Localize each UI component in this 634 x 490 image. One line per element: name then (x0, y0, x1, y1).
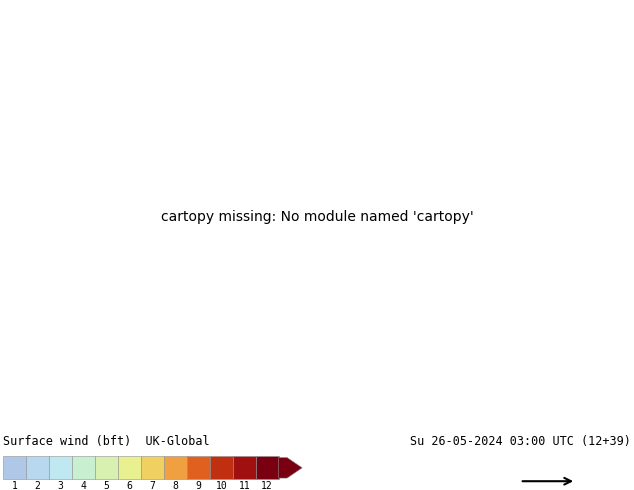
Bar (141, 456, 164, 479)
Text: 7: 7 (150, 481, 155, 490)
Text: 9: 9 (195, 481, 201, 490)
Bar (256, 456, 279, 479)
Bar (118, 456, 141, 479)
Bar (26, 456, 49, 479)
Bar (164, 456, 187, 479)
Bar (95, 456, 118, 479)
Text: cartopy missing: No module named 'cartopy': cartopy missing: No module named 'cartop… (160, 210, 474, 224)
FancyArrow shape (279, 458, 302, 478)
Text: Su 26-05-2024 03:00 UTC (12+39): Su 26-05-2024 03:00 UTC (12+39) (410, 435, 631, 448)
Text: 12: 12 (261, 481, 273, 490)
Text: 10: 10 (216, 481, 227, 490)
Text: 5: 5 (103, 481, 110, 490)
Text: 11: 11 (238, 481, 250, 490)
Text: 4: 4 (81, 481, 86, 490)
Bar (210, 456, 233, 479)
Text: 3: 3 (58, 481, 63, 490)
Text: Surface wind (bft)  UK-Global: Surface wind (bft) UK-Global (3, 435, 210, 448)
Bar (72, 456, 95, 479)
Text: 8: 8 (172, 481, 178, 490)
Bar (3, 456, 26, 479)
Text: 1: 1 (11, 481, 18, 490)
Bar (49, 456, 72, 479)
Bar (233, 456, 256, 479)
Text: 6: 6 (127, 481, 133, 490)
Bar (187, 456, 210, 479)
Text: 2: 2 (35, 481, 41, 490)
